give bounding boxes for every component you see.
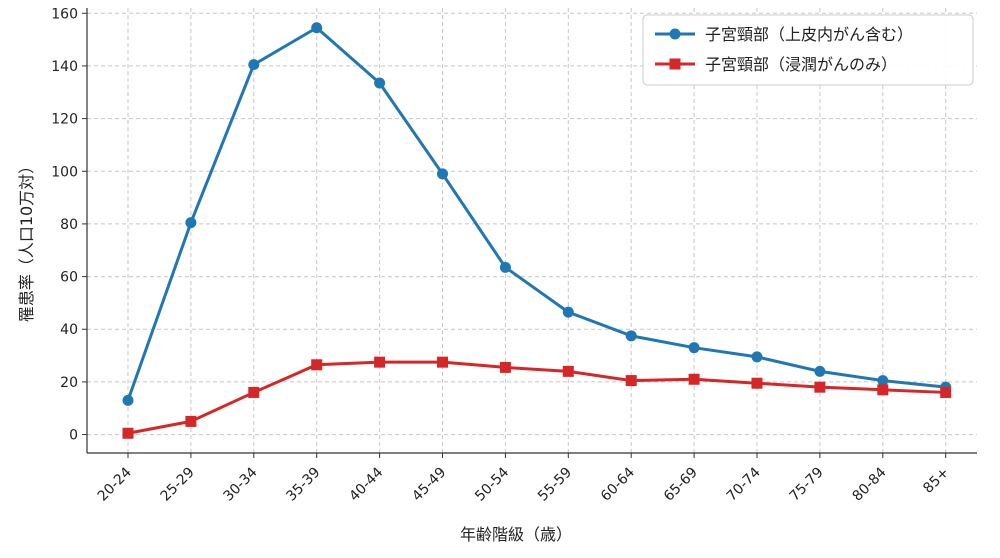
x-tick-label: 50-54 bbox=[472, 464, 512, 504]
data-point-square bbox=[499, 361, 511, 373]
legend-entry-1: 子宮頸部（上皮内がん含む） bbox=[655, 25, 913, 44]
legend-box bbox=[642, 14, 974, 86]
x-tick-label: 30-34 bbox=[221, 464, 261, 504]
series-line bbox=[127, 360, 946, 435]
y-axis-ticks: 0 20 40 60 80 100 120 140 160 bbox=[51, 6, 87, 444]
data-point-square bbox=[437, 356, 448, 368]
data-point-circle bbox=[751, 351, 763, 363]
y-tick-label: 80 bbox=[60, 217, 78, 233]
x-tick-label: 45-49 bbox=[409, 465, 449, 505]
y-tick-label: 120 bbox=[51, 112, 78, 128]
x-axis-label: 年齢階級（歳） bbox=[460, 525, 572, 544]
x-tick-label: 20-24 bbox=[95, 464, 135, 504]
data-point-circle bbox=[122, 394, 134, 406]
data-point-circle bbox=[814, 365, 826, 377]
y-tick-label: 40 bbox=[60, 322, 78, 338]
data-point-square bbox=[311, 359, 323, 371]
data-point-circle bbox=[374, 77, 386, 89]
data-point-square bbox=[940, 386, 952, 398]
data-point-square bbox=[877, 384, 889, 396]
grid-lines bbox=[87, 8, 977, 453]
legend: 子宮頸部（上皮内がん含む） 子宮頸部（浸潤がんのみ） bbox=[642, 14, 974, 86]
y-tick-label: 140 bbox=[51, 59, 78, 75]
y-tick-label: 160 bbox=[51, 6, 78, 22]
legend-label: 子宮頸部（浸潤がんのみ） bbox=[705, 55, 897, 74]
x-tick-label: 65-69 bbox=[661, 465, 701, 505]
data-point-circle bbox=[625, 330, 637, 342]
data-point-circle bbox=[499, 261, 511, 273]
data-point-square bbox=[122, 427, 134, 439]
data-point-square bbox=[374, 356, 386, 368]
y-tick-label: 100 bbox=[51, 164, 78, 180]
y-tick-label: 20 bbox=[60, 375, 78, 391]
data-point-square bbox=[248, 386, 260, 398]
x-tick-label: 55-59 bbox=[535, 465, 575, 505]
series-1 bbox=[122, 22, 952, 406]
data-point-circle bbox=[185, 217, 197, 229]
x-tick-label: 75-79 bbox=[787, 465, 827, 505]
axes bbox=[86, 8, 977, 454]
y-axis-label: 罹患率（人口10万対） bbox=[17, 158, 36, 322]
y-tick-label: 60 bbox=[60, 270, 78, 286]
x-tick-label: 70-74 bbox=[724, 464, 764, 504]
data-point-square bbox=[688, 373, 700, 385]
x-tick-label: 25-29 bbox=[158, 465, 198, 505]
data-point-circle bbox=[562, 306, 574, 318]
y-tick-label: 0 bbox=[69, 428, 78, 444]
legend-entry-2: 子宮頸部（浸潤がんのみ） bbox=[655, 55, 897, 74]
x-tick-label: 60-64 bbox=[598, 464, 638, 504]
data-point-square bbox=[751, 377, 763, 389]
data-point-circle bbox=[437, 168, 448, 180]
data-point-circle bbox=[248, 59, 260, 71]
x-axis-ticks: 20-24 25-29 30-34 35-39 40-44 45-49 50-54 55-59… bbox=[95, 453, 953, 505]
x-tick-label: 85+ bbox=[920, 465, 952, 497]
data-point-circle bbox=[877, 375, 889, 387]
data-point-square bbox=[814, 381, 826, 393]
data-point-circle bbox=[688, 342, 700, 354]
series-line bbox=[126, 26, 946, 401]
series-2 bbox=[122, 356, 952, 439]
legend-label: 子宮頸部（上皮内がん含む） bbox=[705, 25, 913, 44]
x-tick-label: 80-84 bbox=[850, 464, 890, 504]
x-tick-label: 35-39 bbox=[283, 465, 323, 505]
x-tick-label: 40-44 bbox=[346, 464, 386, 504]
data-point-square bbox=[185, 415, 197, 427]
legend-marker-circle bbox=[669, 28, 681, 40]
data-point-square bbox=[562, 365, 574, 377]
data-series bbox=[122, 22, 952, 439]
data-point-square bbox=[625, 375, 637, 387]
legend-marker-square bbox=[669, 58, 681, 70]
data-point-circle bbox=[311, 22, 323, 34]
